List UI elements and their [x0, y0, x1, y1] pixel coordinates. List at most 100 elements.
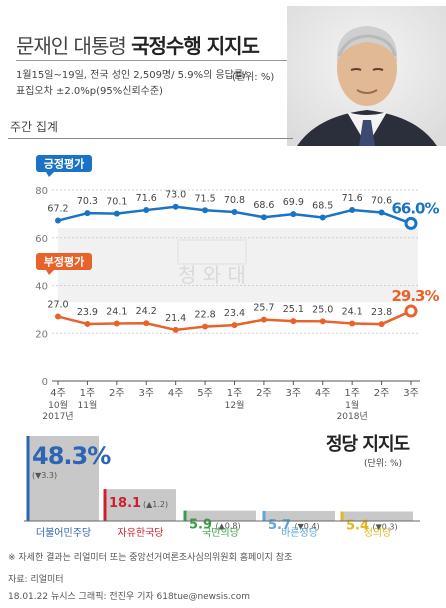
- party-bar-value: 18.1: [109, 496, 141, 511]
- positive-value-label: 67.2: [47, 204, 68, 215]
- x-month-label: 1월: [345, 399, 359, 411]
- president-portrait-image: [287, 6, 446, 146]
- negative-value-label: 24.1: [342, 306, 363, 317]
- subtitle-divider: [8, 138, 293, 139]
- x-week-label: 3주: [138, 388, 154, 399]
- positive-value-label: 73.0: [165, 190, 186, 201]
- x-week-label: 2주: [109, 388, 125, 399]
- positive-legend-tag-label: 긍정평가: [44, 157, 84, 171]
- negative-point: [319, 318, 326, 325]
- title-light: 문재인 대통령: [16, 34, 127, 58]
- positive-point: [349, 207, 356, 214]
- party-bar-value: 5.4: [346, 518, 369, 533]
- positive-value-label: 66.0%: [391, 199, 439, 217]
- party-name-label: 자유한국당: [118, 527, 164, 539]
- x-week-label: 1주: [227, 388, 243, 399]
- positive-value-label: 70.6: [371, 195, 392, 206]
- negative-point: [231, 322, 238, 329]
- negative-value-label: 27.0: [47, 300, 68, 311]
- positive-point: [290, 211, 297, 218]
- positive-value-label: 71.5: [195, 193, 216, 204]
- x-week-label: 5주: [197, 388, 213, 399]
- positive-legend-tag: [36, 155, 92, 172]
- negative-value-label: 29.3%: [391, 287, 439, 305]
- x-year-label: 2017년: [42, 411, 73, 422]
- party-name-label: 정의당: [364, 527, 392, 539]
- x-month-label: 11월: [78, 399, 98, 411]
- watermark-text: 청 와 대: [178, 263, 246, 287]
- negative-value-label: 23.4: [224, 308, 245, 319]
- positive-point: [172, 203, 179, 210]
- positive-point: [143, 207, 150, 214]
- negative-point: [172, 326, 179, 333]
- positive-value-label: 70.8: [224, 195, 245, 206]
- negative-point: [290, 318, 297, 325]
- negative-point: [260, 316, 267, 323]
- negative-legend-tag-label: 부정평가: [44, 255, 84, 269]
- y-tick-label: 40: [35, 282, 48, 293]
- negative-point: [84, 320, 91, 327]
- negative-value-label: 21.4: [165, 313, 186, 324]
- credit-label: 18.01.22 뉴시스 그래픽: 전진우 기자 618tue@newsis.c…: [8, 592, 251, 602]
- party-bar-value: 48.3%: [32, 442, 111, 470]
- negative-point: [143, 320, 150, 327]
- y-tick-label: 60: [35, 234, 48, 245]
- survey-line-2: 표집오차 ±2.0%p(95%신뢰수준): [16, 86, 163, 97]
- party-bar-change: (▼3.3): [32, 471, 57, 480]
- negative-value-label: 22.8: [195, 310, 216, 321]
- x-week-label: 1주: [344, 388, 360, 399]
- negative-legend-tag: [36, 253, 92, 270]
- positive-point: [319, 214, 326, 221]
- party-bar-change: (▲0.8): [216, 522, 241, 531]
- x-week-label: 1주: [80, 388, 96, 399]
- positive-point: [84, 210, 91, 217]
- x-week-label: 4주: [168, 388, 184, 399]
- positive-value-label: 68.6: [253, 200, 274, 211]
- positive-value-label: 71.6: [136, 193, 157, 204]
- footnote: ※ 자세한 결과는 리얼미터 또는 중앙선거여론조사심의위원회 홈페이지 참조: [8, 553, 293, 563]
- party-bar-change: (▲1.2): [143, 500, 168, 509]
- party-bar: [342, 511, 413, 521]
- negative-value-label: 25.7: [253, 303, 274, 314]
- chart-background-band: [58, 228, 418, 303]
- watermark-emblem: [177, 239, 247, 265]
- party-name-label: 더불어민주당: [36, 527, 91, 539]
- y-tick-label: 80: [35, 186, 48, 197]
- positive-legend-tag-pointer: [46, 172, 54, 177]
- negative-legend-tag-pointer: [46, 270, 54, 275]
- y-tick-label: 0: [42, 377, 48, 388]
- positive-point: [404, 216, 418, 230]
- x-month-label: 12월: [225, 399, 245, 411]
- party-bar-value: 5.7: [268, 518, 291, 533]
- party-bar-change: (▼0.4): [295, 522, 320, 531]
- title-divider: [16, 60, 289, 61]
- positive-value-label: 71.6: [342, 193, 363, 204]
- positive-value-label: 68.5: [312, 200, 333, 211]
- negative-point: [349, 320, 356, 327]
- positive-value-label: 70.1: [106, 197, 127, 208]
- line-chart-subtitle: 주간 집계: [10, 120, 58, 134]
- party-bar: [105, 489, 176, 521]
- party-bar: [28, 436, 99, 521]
- x-week-label: 3주: [403, 388, 419, 399]
- party-name-label: 바른정당: [281, 527, 318, 539]
- positive-point: [260, 214, 267, 221]
- positive-value-label: 69.9: [283, 197, 304, 208]
- chart-title: 문재인 대통령 국정수행 지지도: [16, 30, 260, 59]
- negative-value-label: 25.1: [283, 304, 304, 315]
- x-week-label: 2주: [374, 388, 390, 399]
- party-bar-change: (▼0.3): [373, 522, 398, 531]
- negative-value-label: 25.0: [312, 304, 333, 315]
- survey-line-1: 1월15일~19일, 전국 성인 2,509명/ 5.9%의 응답률/: [16, 70, 247, 81]
- x-week-label: 2주: [256, 388, 272, 399]
- bar-chart-unit: (단위: %): [364, 459, 403, 469]
- negative-point: [113, 320, 120, 327]
- x-week-label: 3주: [286, 388, 302, 399]
- x-week-label: 4주: [315, 388, 331, 399]
- bar-chart-title: 정당 지지도: [326, 434, 410, 455]
- x-month-label: 10월: [48, 399, 68, 411]
- y-tick-label: 20: [35, 329, 48, 340]
- party-name-label: 국민의당: [202, 527, 239, 539]
- positive-value-label: 70.3: [77, 196, 98, 207]
